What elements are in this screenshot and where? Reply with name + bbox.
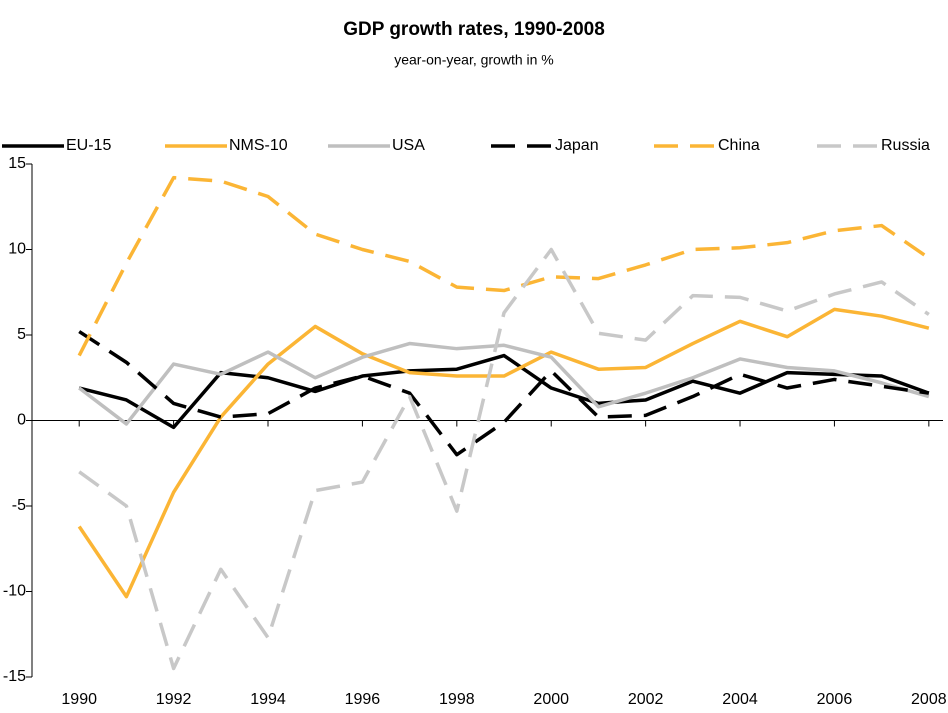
legend-label: USA — [392, 137, 425, 154]
series-line — [78, 353, 930, 430]
x-tick-label: 1990 — [61, 691, 97, 708]
series-line — [77, 175, 930, 357]
y-tick-label: 10 — [8, 241, 26, 258]
x-tick-label: 2008 — [911, 691, 947, 708]
y-tick-label: -15 — [3, 668, 26, 685]
chart-title: GDP growth rates, 1990-2008 — [343, 19, 605, 40]
y-tick-label: -10 — [3, 583, 26, 600]
x-tick-label: 2004 — [722, 691, 758, 708]
y-tick-label: -5 — [12, 497, 26, 514]
series-line — [78, 247, 930, 671]
legend-label: EU-15 — [66, 137, 111, 154]
legend-label: Russia — [881, 137, 930, 154]
legend-label: China — [718, 137, 760, 154]
y-tick-label: 15 — [8, 155, 26, 172]
x-tick-label: 1994 — [250, 691, 286, 708]
x-tick-label: 2002 — [628, 691, 664, 708]
x-tick-label: 2000 — [533, 691, 569, 708]
y-tick-label: 5 — [17, 326, 26, 343]
series-line — [78, 330, 930, 457]
y-tick-label: 0 — [17, 412, 26, 429]
x-tick-label: 1998 — [439, 691, 475, 708]
series-line — [77, 307, 930, 599]
chart-subtitle: year-on-year, growth in % — [394, 52, 554, 68]
x-tick-label: 1992 — [156, 691, 192, 708]
legend-label: NMS-10 — [229, 137, 288, 154]
x-tick-label: 2006 — [817, 691, 853, 708]
legend-label: Japan — [555, 137, 599, 154]
x-tick-label: 1996 — [345, 691, 381, 708]
series-line — [78, 341, 930, 426]
